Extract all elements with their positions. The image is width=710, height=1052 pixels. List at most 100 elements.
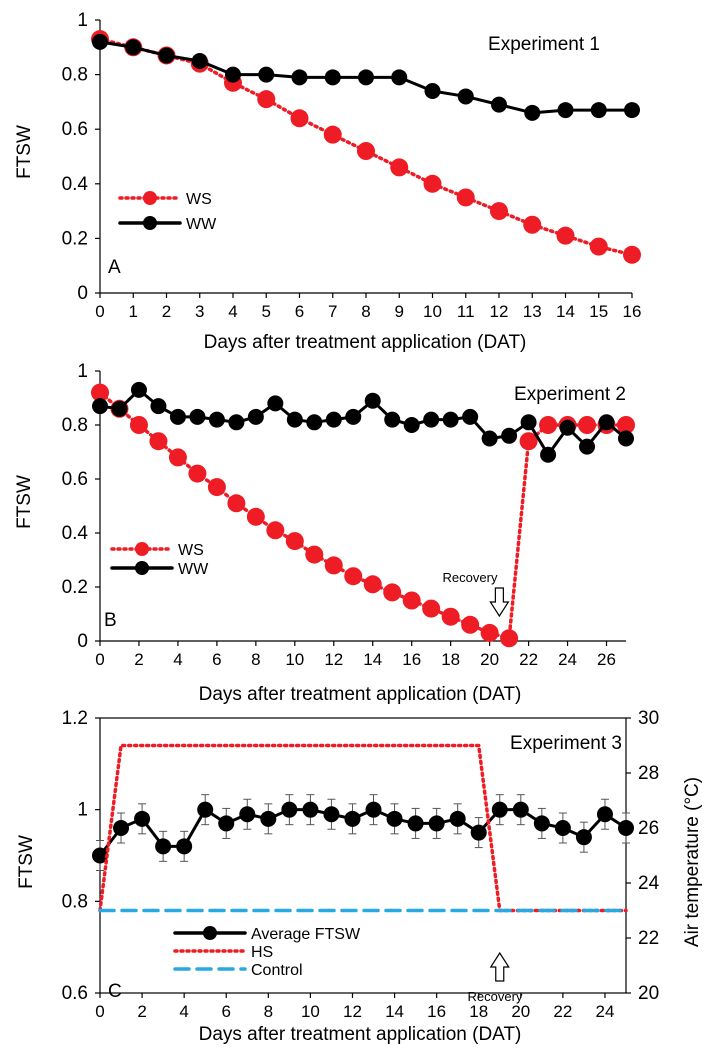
data-point-ws bbox=[363, 575, 382, 594]
x-tick-label: 16 bbox=[402, 650, 421, 669]
legend-label-ws: WS bbox=[178, 542, 204, 559]
y-tick-label: 1 bbox=[77, 361, 88, 382]
data-point-ws bbox=[441, 607, 460, 626]
data-point-ws bbox=[383, 583, 402, 602]
panel-label: B bbox=[104, 610, 117, 631]
data-point-ww bbox=[345, 408, 362, 425]
data-point-average-ftsw bbox=[302, 801, 319, 818]
x-tick-label: 0 bbox=[95, 1002, 104, 1021]
data-point-average-ftsw bbox=[470, 824, 487, 841]
y-tick-label: 1 bbox=[77, 800, 88, 821]
y2-tick-label: 30 bbox=[638, 708, 659, 729]
data-point-ww bbox=[364, 392, 381, 409]
x-tick-label: 12 bbox=[343, 1002, 362, 1021]
x-tick-label: 1 bbox=[129, 302, 138, 321]
data-point-ws bbox=[617, 416, 635, 434]
data-point-ww bbox=[590, 102, 607, 119]
x-tick-label: 4 bbox=[173, 650, 182, 669]
data-point-ww bbox=[286, 411, 303, 428]
y-tick-label: 0.6 bbox=[62, 119, 88, 140]
data-point-ws bbox=[490, 202, 508, 221]
data-point-ws bbox=[390, 158, 409, 177]
x-tick-label: 16 bbox=[623, 302, 642, 321]
x-tick-label: 6 bbox=[212, 650, 221, 669]
series-line-ww bbox=[98, 388, 628, 457]
data-point-ws bbox=[266, 521, 285, 540]
x-tick-label: 18 bbox=[441, 650, 460, 669]
x-tick-label: 2 bbox=[137, 1002, 146, 1021]
legend-label-ws: WS bbox=[186, 191, 212, 208]
data-point-ws bbox=[523, 215, 542, 234]
x-tick-label: 6 bbox=[222, 1002, 231, 1021]
data-point-ws bbox=[402, 591, 421, 610]
y-tick-label: 0.6 bbox=[62, 983, 88, 1004]
data-point-ww bbox=[579, 438, 596, 455]
data-point-ws bbox=[257, 90, 276, 109]
data-point-ww bbox=[423, 411, 440, 428]
data-point-ws bbox=[357, 142, 375, 161]
data-point-ws bbox=[207, 478, 226, 497]
data-point-ww bbox=[457, 88, 474, 105]
y-tick-label: 1 bbox=[77, 10, 88, 31]
data-point-ww bbox=[291, 69, 308, 86]
legend-label-average-ftsw: Average FTSW bbox=[251, 926, 361, 943]
data-point-average-ftsw bbox=[197, 801, 214, 818]
data-point-ww bbox=[258, 66, 275, 83]
data-point-ww bbox=[208, 411, 225, 428]
data-point-ww bbox=[403, 417, 420, 433]
data-point-ww bbox=[559, 419, 576, 436]
data-point-ws bbox=[539, 416, 558, 434]
x-tick-label: 10 bbox=[301, 1002, 320, 1021]
x-tick-label: 5 bbox=[262, 302, 271, 321]
data-point-ww bbox=[481, 430, 498, 447]
data-point-average-ftsw bbox=[449, 810, 466, 827]
x-tick-label: 9 bbox=[395, 302, 404, 321]
x-tick-label: 7 bbox=[328, 302, 337, 321]
data-point-ww bbox=[384, 411, 401, 428]
data-point-ww bbox=[524, 104, 541, 121]
data-point-average-ftsw bbox=[176, 838, 193, 855]
y-tick-label: 1.2 bbox=[62, 708, 88, 729]
data-point-ws bbox=[305, 545, 324, 564]
legend-label-control: Control bbox=[251, 962, 303, 979]
legend-marker-ws bbox=[143, 191, 157, 205]
x-tick-label: 22 bbox=[553, 1002, 572, 1021]
data-point-average-ftsw bbox=[554, 820, 571, 836]
y-tick-label: 0.4 bbox=[62, 174, 89, 195]
x-tick-label: 14 bbox=[385, 1002, 404, 1021]
recovery-arrow-icon bbox=[489, 587, 510, 618]
x-tick-label: 22 bbox=[519, 650, 538, 669]
y-tick-label: 0.2 bbox=[62, 577, 88, 598]
data-point-ws bbox=[227, 494, 246, 513]
data-point-ww bbox=[618, 430, 634, 447]
data-point-average-ftsw bbox=[618, 820, 634, 836]
x-tick-label: 12 bbox=[490, 302, 509, 321]
data-point-average-ftsw bbox=[596, 806, 613, 823]
data-point-ws bbox=[324, 556, 343, 575]
x-tick-label: 24 bbox=[595, 1002, 614, 1021]
data-point-ww bbox=[325, 411, 342, 428]
data-point-average-ftsw bbox=[491, 801, 508, 818]
data-point-ww bbox=[324, 69, 341, 86]
data-point-ws bbox=[519, 432, 538, 451]
data-point-average-ftsw bbox=[575, 829, 592, 846]
x-tick-label: 2 bbox=[134, 650, 143, 669]
x-axis-label: Days after treatment application (DAT) bbox=[199, 1024, 522, 1045]
panel-annotation: Experiment 1 bbox=[488, 34, 600, 55]
data-point-ws bbox=[461, 615, 480, 634]
data-point-average-ftsw bbox=[113, 820, 130, 836]
x-tick-label: 18 bbox=[469, 1002, 488, 1021]
x-tick-label: 0 bbox=[95, 302, 104, 321]
legend-marker-ws bbox=[135, 542, 149, 556]
data-point-ww bbox=[247, 408, 264, 425]
data-point-ws bbox=[589, 237, 608, 256]
data-point-ww bbox=[540, 446, 557, 463]
data-point-average-ftsw bbox=[155, 838, 172, 855]
data-point-ww bbox=[424, 82, 441, 99]
y-tick-label: 0.4 bbox=[62, 523, 89, 544]
x-tick-label: 20 bbox=[511, 1002, 530, 1021]
x-tick-label: 10 bbox=[285, 650, 304, 669]
x-axis-label: Days after treatment application (DAT) bbox=[204, 332, 527, 353]
data-point-average-ftsw bbox=[239, 806, 256, 823]
